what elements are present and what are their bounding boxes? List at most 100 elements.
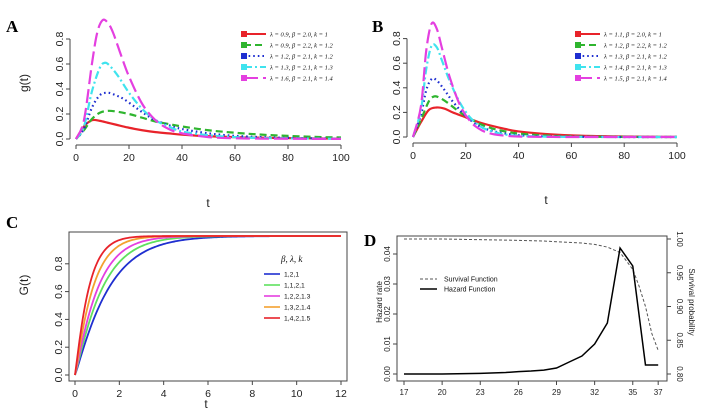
panel-c-x-tick-label: 12 [335,388,347,400]
panel-a-series [74,18,342,140]
panel-d-legend-label: Hazard Function [444,287,495,294]
panel-c-letter: C [6,213,18,232]
panel-d-y-tick-label: 0.00 [383,366,392,382]
panel-d-y2-tick-label: 0.80 [675,366,684,382]
panel-c-x-tick-label: 6 [205,388,211,400]
panel-a-y-tick-label: 0.2 [54,107,66,122]
panel-c-legend-label: 1,1,2,1 [284,283,305,290]
panel-a-x-tick-label: 100 [332,152,350,164]
panel-a-legend-label: λ = 1.2, β = 2.1, k = 1.2 [269,54,333,61]
panel-a-legend-marker [241,42,247,48]
panel-b-plot: 0 20 40 60 80 100 0.0 0.2 0.4 0.6 0.8 λ = 1.1, β = … [391,21,686,162]
panel-c-legend-item: 1,2,1 [264,272,299,279]
panel-c-legend-item: 1,4,2,1.5 [264,316,311,323]
panel-c-plot: 0 2 4 6 8 10 12 0.0 0.2 0.4 0.6 0.8 β, λ, k 1,2,1 1,1,… [53,231,348,400]
panel-a-legend-marker [241,75,247,81]
panel-b-legend-label: λ = 1.2, β = 2.2, k = 1.2 [603,43,667,50]
panel-a-y-tick-label: 0.4 [54,82,66,97]
panel-c-y-tick-label: 0.2 [53,340,65,355]
panel-d-x-tick-label: 29 [552,388,561,397]
panel-d-legend-label: Survival Function [444,277,498,284]
panel-b-x-axis: 0 20 40 60 80 100 [410,142,686,162]
panel-d-y-tick-label: 0.03 [383,276,392,292]
panel-b-legend-label: λ = 1.5, β = 2.1, k = 1.4 [603,76,667,83]
panel-a-series-line [75,91,342,140]
panel-b-y-axis: 0.0 0.2 0.4 0.6 0.8 [391,31,408,144]
panel-b-legend-item: λ = 1.4, β = 2.1, k = 1.3 [575,64,667,72]
panel-d-y2-tick-label: 0.90 [675,299,684,315]
panel-d-x-axis: 17 20 23 26 29 32 35 37 [400,381,663,397]
panel-c-legend-label: 1,4,2,1.5 [284,316,311,323]
panel-c-legend-label: 1,2,2,1.3 [284,294,311,301]
panel-d-y2-axis: 0.80 0.85 0.90 0.95 1.00 [667,231,684,382]
panel-b-xlabel: t [544,193,548,207]
panel-c-y-tick-label: 0.4 [53,312,65,327]
panel-b-y-tick-label: 0.2 [391,105,403,120]
panel-a-y-axis: 0.0 0.2 0.4 0.6 0.8 [54,32,71,147]
panel-c-y-tick-label: 0.8 [53,256,65,271]
panel-b-legend-label: λ = 1.3, β = 2.1, k = 1.2 [603,54,667,61]
panel-a-y-tick-label: 0.8 [54,32,66,47]
panel-b-legend-label: λ = 1.4, β = 2.1, k = 1.3 [603,65,667,72]
panel-c-ylabel: G(t) [17,275,31,296]
panel-c-x-tick-label: 2 [116,388,122,400]
panel-a-y-tick-label: 0.0 [54,132,66,147]
panel-a-x-tick-label: 40 [176,152,188,164]
panel-a: A g(t) t 0 20 40 60 80 100 0.0 0.2 0.4 0.6 0.8 λ = … [6,17,350,210]
panel-c-x-axis: 0 2 4 6 8 10 12 [72,381,347,400]
panel-d-x-tick-label: 32 [590,388,599,397]
panel-a-x-tick-label: 20 [123,152,135,164]
panel-c-x-tick-label: 0 [72,388,78,400]
panel-a-legend-item: λ = 1.3, β = 2.1, k = 1.3 [241,64,333,72]
panel-c-y-tick-label: 0.6 [53,284,65,299]
panel-a-ylabel: g(t) [17,74,31,92]
panel-b-x-tick-label: 40 [513,150,525,162]
panel-c-y-axis: 0.0 0.2 0.4 0.6 0.8 [53,256,69,382]
panel-b-legend-item: λ = 1.3, β = 2.1, k = 1.2 [575,53,667,61]
panel-a-legend-marker [241,64,247,70]
panel-b-legend-label: λ = 1.1, β = 2.0, k = 1 [603,32,662,39]
panel-b-legend-marker [575,75,581,81]
panel-d-series [404,238,659,375]
panel-b-series-line [411,21,677,139]
panel-a-legend-label: λ = 0.9, β = 2.2, k = 1.2 [269,43,333,50]
panel-b-y-tick-label: 0.4 [391,80,403,95]
panel-d: D Hazard rate Survival probability 17 20 2… [364,231,696,397]
panel-a-letter: A [6,17,19,36]
panel-a-x-tick-label: 60 [229,152,241,164]
panel-a-x-tick-label: 80 [282,152,294,164]
panel-b-legend-marker [575,64,581,70]
panel-d-y2-tick-label: 0.85 [675,332,684,348]
panel-a-y-tick-label: 0.6 [54,57,66,72]
panel-c-x-tick-label: 8 [249,388,255,400]
panel-a-legend-marker [241,53,247,59]
panel-a-legend-label: λ = 1.3, β = 2.1, k = 1.3 [269,65,333,72]
panel-b-legend-marker [575,42,581,48]
panel-b-x-tick-label: 20 [460,150,472,162]
panel-a-legend-label: λ = 0.9, β = 2.0, k = 1 [269,32,328,39]
panel-c: C G(t) t 0 2 4 6 8 10 12 0.0 0.2 0.4 0.6 0.8 β, λ, k… [6,213,348,411]
panel-a-legend-item: λ = 1.2, β = 2.1, k = 1.2 [241,53,333,61]
panel-d-letter: D [364,231,376,250]
panel-d-legend-item: Hazard Function [420,287,495,294]
panel-c-legend-label: 1,2,1 [284,272,299,279]
panel-d-x-tick-label: 37 [654,388,663,397]
panel-b-legend-marker [575,31,581,37]
panel-a-x-axis: 0 20 40 60 80 100 [73,144,350,164]
panel-b-legend-item: λ = 1.2, β = 2.2, k = 1.2 [575,42,667,50]
panel-b-x-tick-label: 0 [410,150,416,162]
panel-c-legend-item: 1,1,2,1 [264,283,305,290]
panel-a-legend: λ = 0.9, β = 2.0, k = 1 λ = 0.9, β = 2.2,… [241,31,333,83]
panel-b-x-tick-label: 60 [566,150,578,162]
panel-d-y-tick-label: 0.02 [383,306,392,322]
panel-b-legend: λ = 1.1, β = 2.0, k = 1 λ = 1.2, β = 2.2,… [575,31,667,83]
panel-a-legend-label: λ = 1.6, β = 2.1, k = 1.4 [269,76,333,83]
panel-c-y-tick-label: 0.0 [53,368,65,383]
panel-d-x-tick-label: 35 [628,388,637,397]
panel-c-xlabel: t [204,397,208,411]
panel-a-x-tick-label: 0 [73,152,79,164]
panel-c-legend-item: 1,3,2,1.4 [264,305,311,312]
panel-b-legend-item: λ = 1.1, β = 2.0, k = 1 [575,31,662,39]
panel-d-legend: Survival Function Hazard Function [420,277,498,294]
